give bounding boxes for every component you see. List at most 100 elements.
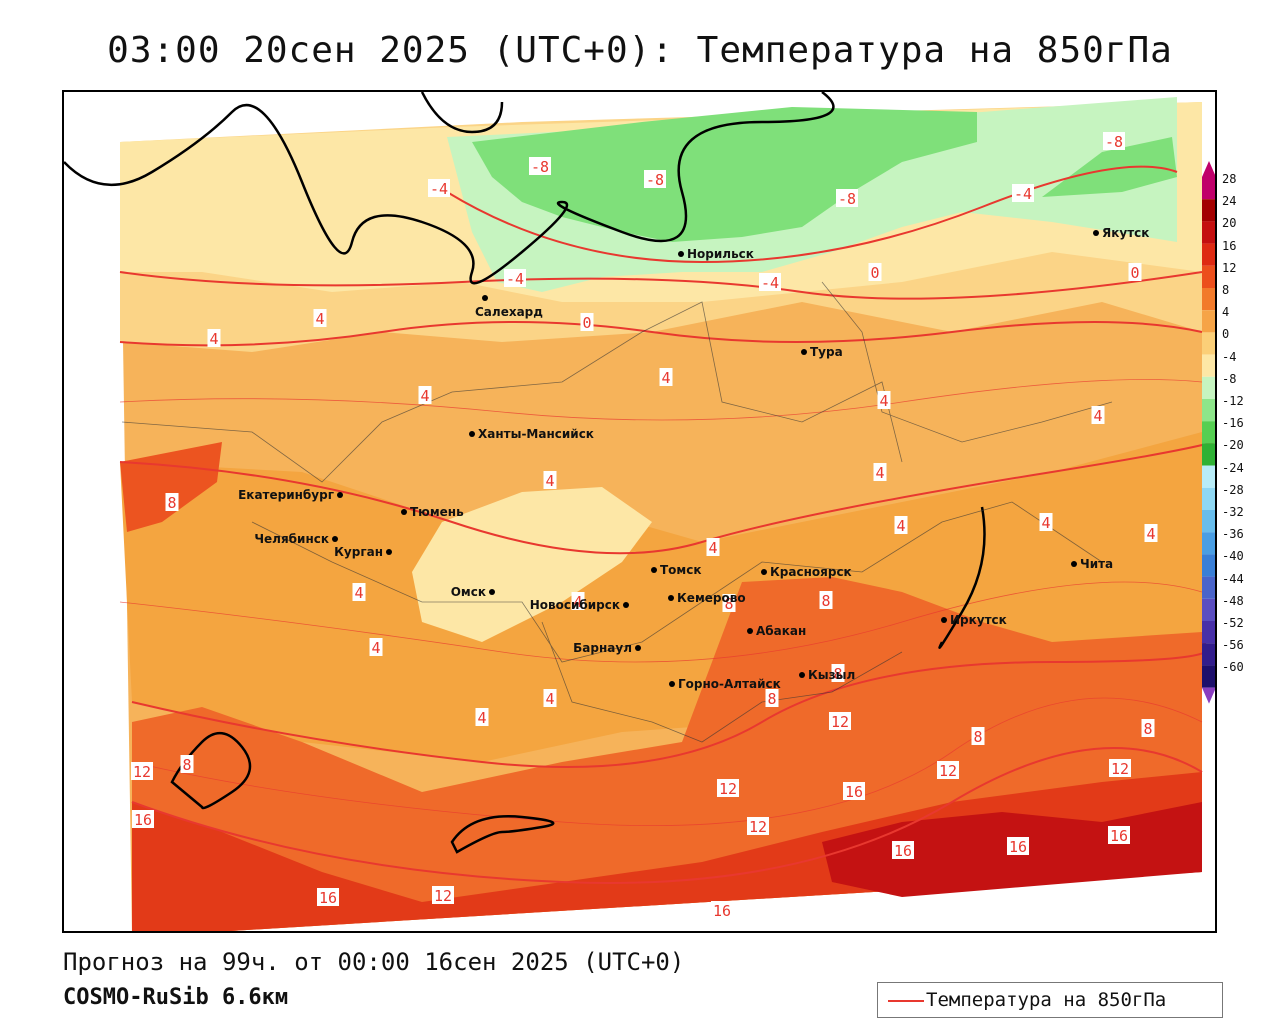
- colorbar-swatch: [1202, 265, 1215, 288]
- contour-label: 16: [1110, 827, 1128, 845]
- contour-label: 12: [749, 818, 767, 836]
- contour-label-bg: [132, 810, 154, 828]
- contour-label: 4: [354, 584, 363, 602]
- contour-label: 4: [420, 387, 429, 405]
- city-marker: [668, 595, 674, 601]
- contour-label-bg: [543, 471, 557, 489]
- colorbar-tick-label: -44: [1222, 571, 1244, 586]
- city-marker: [386, 549, 392, 555]
- city-marker: [761, 569, 767, 575]
- colorbar-tick-label: -24: [1222, 460, 1244, 475]
- contour-label-bg: [831, 664, 845, 682]
- city-marker: [332, 536, 338, 542]
- city-label: Челябинск: [254, 532, 329, 546]
- colorbar-tick-label: -36: [1222, 527, 1244, 542]
- contour-label: -4: [506, 270, 524, 288]
- contour-label: 4: [1093, 407, 1102, 425]
- contour-label: 16: [319, 889, 337, 907]
- contour-label-bg: [819, 591, 833, 609]
- colorbar-tick-label: -48: [1222, 593, 1244, 608]
- contour-label-bg: [892, 841, 914, 859]
- colorbar-top-arrow: [1202, 161, 1215, 177]
- map-frame: -8 -8 -8 -8 -4 -4 -4 -4 0 0 0 4 4 4 4 4 4 4 4 4 4 4 4 4 4 4 4 4 8 8 8 8…: [62, 90, 1217, 933]
- contour-label: 8: [973, 728, 982, 746]
- contour-label-bg: [937, 761, 959, 779]
- contour-label: 12: [133, 763, 151, 781]
- contour-label: -4: [430, 180, 448, 198]
- city-label: Ханты-Мансийск: [478, 427, 594, 441]
- city-label: Кемерово: [677, 591, 746, 605]
- colorbar-swatch: [1202, 376, 1215, 399]
- colorbar-swatch: [1202, 243, 1215, 266]
- city-label: Тюмень: [410, 505, 464, 519]
- contour-label-bg: [1012, 184, 1034, 202]
- contour-label-bg: [717, 779, 739, 797]
- contour-label: -4: [1014, 185, 1032, 203]
- city-label: Курган: [334, 545, 383, 559]
- contour-label: 16: [894, 842, 912, 860]
- colorbar-tick-label: -4: [1222, 349, 1237, 364]
- contour-label: 4: [477, 709, 486, 727]
- contour-label-bg: [706, 538, 720, 556]
- contour-label: 4: [896, 517, 905, 535]
- contour-label: -4: [761, 274, 779, 292]
- model-name: COSMO-RuSib 6.6км: [63, 985, 289, 1010]
- colorbar-bottom-arrow: [1202, 687, 1215, 704]
- contour-label: 4: [573, 593, 582, 611]
- colorbar-swatch: [1202, 443, 1215, 466]
- colorbar-tick-label: -60: [1222, 660, 1244, 675]
- colorbar-tick-label: -12: [1222, 394, 1244, 408]
- contour-label-bg: [759, 273, 781, 291]
- city-marker: [941, 617, 947, 623]
- contour-label-bg: [418, 386, 432, 404]
- contour-label: 12: [939, 762, 957, 780]
- colorbar-tick-label: 28: [1222, 172, 1237, 186]
- colorbar-swatch: [1202, 487, 1215, 510]
- contour-label: -8: [531, 158, 549, 176]
- city-label: Иркутск: [950, 613, 1007, 627]
- admin-boundaries: [121, 281, 1113, 743]
- contour-label-bg: [571, 592, 585, 610]
- contour-label: 0: [582, 314, 591, 332]
- colorbar-tick-label: -28: [1222, 482, 1244, 497]
- contour-label: 4: [1041, 514, 1050, 532]
- contour-label: 16: [845, 783, 863, 801]
- city-label: Абакан: [756, 624, 806, 638]
- colorbar-tick-label: 24: [1222, 194, 1237, 209]
- contour-label-bg: [722, 594, 736, 612]
- city-marker: [482, 295, 488, 301]
- contour-label: 4: [371, 639, 380, 657]
- page-title: 03:00 20сен 2025 (UTC+0): Температура на…: [107, 30, 1173, 71]
- contour-label-bg: [580, 313, 594, 331]
- colorbar-swatch: [1202, 199, 1215, 222]
- contour-label-bg: [877, 391, 891, 409]
- contour-label-bg: [868, 263, 882, 281]
- contour-label: 4: [545, 472, 554, 490]
- cities: Норильск Якутск Салехард Тура Ханты-Мансийск…: [238, 226, 1149, 691]
- colorbar-tick-label: 20: [1222, 216, 1237, 231]
- colorbar-tick-label: 0: [1222, 327, 1230, 342]
- colorbar-swatch: [1202, 177, 1215, 200]
- contour-label-bg: [432, 886, 454, 904]
- contour-label: 4: [209, 330, 218, 348]
- colorbar-swatch: [1202, 221, 1215, 244]
- coastlines: [64, 92, 986, 854]
- contour-label-bg: [543, 689, 557, 707]
- contour-label: 0: [1130, 264, 1139, 282]
- city-marker: [678, 251, 684, 257]
- contour-label-bg: [765, 689, 779, 707]
- contour-label-bg: [165, 493, 179, 511]
- colorbar-swatch: [1202, 310, 1215, 333]
- city-label: Екатеринбург: [238, 488, 334, 502]
- colorbar-swatch: [1202, 510, 1215, 533]
- city-marker: [489, 589, 495, 595]
- cold-region-green: [472, 107, 977, 242]
- colorbar-swatch: [1202, 621, 1215, 644]
- contour-label-bg: [352, 583, 366, 601]
- city-marker: [669, 681, 675, 687]
- colorbar-tick-label: 12: [1222, 260, 1237, 275]
- contour-label-bg: [317, 888, 339, 906]
- contour-label: 8: [833, 665, 842, 683]
- contour-label-bg: [829, 712, 851, 730]
- contour-label-bg: [369, 638, 383, 656]
